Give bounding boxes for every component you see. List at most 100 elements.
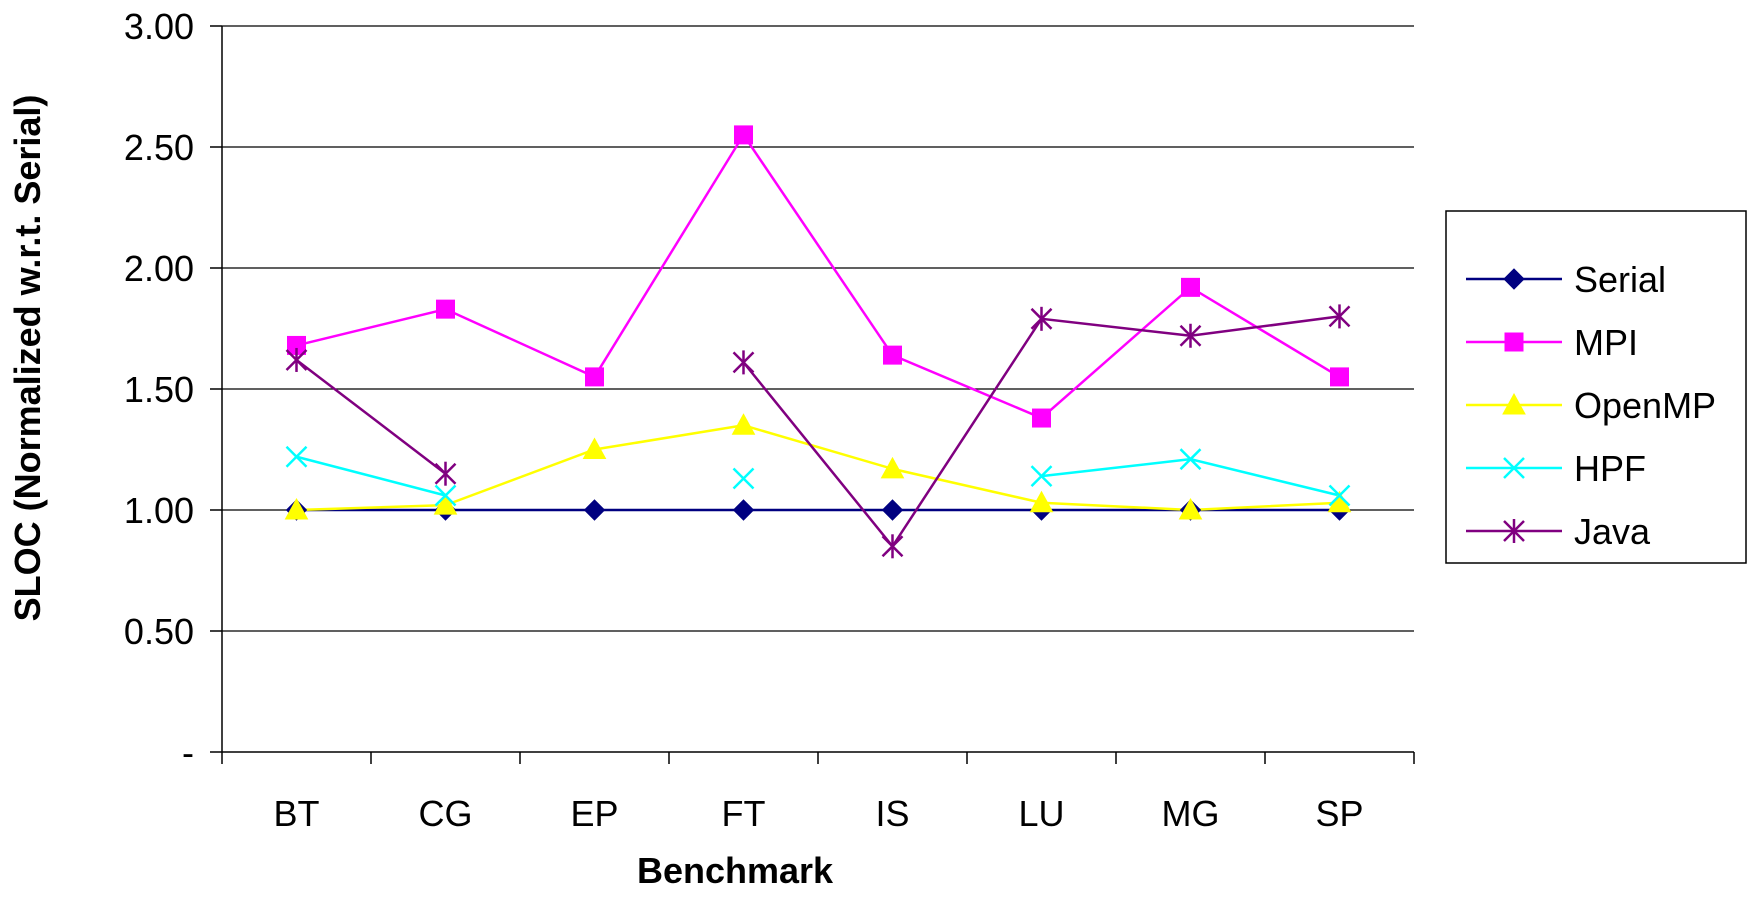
series-markers (284, 125, 1352, 559)
x-marker-stroke (1328, 484, 1351, 507)
openmp-point (284, 497, 309, 520)
mpi-point (1330, 367, 1349, 387)
x-marker-stroke (434, 484, 457, 507)
hpf-point (285, 445, 308, 468)
triangle-marker (1029, 490, 1054, 513)
mpi-series-line (296, 132, 1341, 420)
openmp-series-line (296, 424, 1340, 512)
hpf-point (1328, 484, 1351, 507)
legend-marker (1503, 519, 1525, 543)
diamond-marker (583, 499, 606, 521)
hpf-point (434, 484, 457, 507)
x-tick-label: CG (419, 793, 473, 834)
triangle-marker (433, 493, 458, 515)
square-marker (585, 367, 604, 387)
square-marker (1504, 332, 1524, 352)
java-point (1030, 306, 1053, 331)
x-marker-stroke (1030, 465, 1053, 488)
plot-area-border (210, 25, 1415, 764)
diamond-marker (732, 499, 755, 521)
y-tick-label: 1.00 (124, 490, 194, 531)
y-tick-label: 2.00 (124, 248, 194, 289)
serial-point (732, 499, 755, 521)
openmp-point (880, 456, 905, 479)
square-marker (734, 125, 753, 145)
square-marker (1330, 367, 1349, 387)
x-tick-label: MG (1162, 793, 1220, 834)
legend-item-openmp: OpenMP (1466, 385, 1716, 426)
legend-label: Java (1574, 511, 1651, 552)
hpf-point (1179, 448, 1202, 471)
y-tick-label: 1.50 (124, 369, 194, 410)
y-axis-title: SLOC (Normalized w.r.t. Serial) (7, 95, 48, 622)
openmp-point (582, 437, 607, 459)
square-marker (1181, 277, 1200, 297)
triangle-marker (582, 437, 607, 459)
serial-point (881, 499, 904, 521)
openmp-point (1178, 497, 1203, 520)
legend-label: Serial (1574, 259, 1666, 300)
y-tick-label: 0.50 (124, 611, 194, 652)
java-point (1328, 304, 1351, 329)
y-tick-labels: - 0.50 1.00 1.50 2.00 2.50 3.00 (124, 6, 194, 773)
java-series-line (295, 358, 447, 475)
serial-point (583, 499, 606, 521)
legend-item-mpi: MPI (1466, 322, 1638, 363)
mpi-point (1181, 277, 1200, 297)
diamond-marker (1503, 268, 1525, 290)
triangle-marker (880, 456, 905, 479)
x-marker-stroke (732, 467, 755, 490)
x-tick-label: FT (722, 793, 766, 834)
diamond-marker (881, 499, 904, 521)
triangle-marker (731, 413, 756, 435)
square-marker (1032, 408, 1051, 428)
java-point (881, 534, 904, 559)
legend-label: MPI (1574, 322, 1638, 363)
x-tick-label: EP (570, 793, 618, 834)
legend-item-serial: Serial (1466, 259, 1666, 300)
x-axis-title: Benchmark (637, 850, 834, 891)
mpi-point (436, 299, 455, 319)
y-tick-label: 3.00 (124, 6, 194, 47)
y-tick-label: 2.50 (124, 127, 194, 168)
x-marker-stroke (285, 445, 308, 468)
openmp-point (433, 493, 458, 515)
mpi-point (883, 345, 902, 365)
hpf-point (1030, 465, 1053, 488)
legend-label: HPF (1574, 448, 1646, 489)
triangle-marker (284, 497, 309, 520)
legend-item-hpf: HPF (1466, 448, 1646, 489)
legend: Serial MPI OpenMP HPF Java (1445, 210, 1747, 564)
x-tick-label: SP (1315, 793, 1363, 834)
gridlines (222, 25, 1414, 632)
openmp-point (1029, 490, 1054, 513)
square-marker (436, 299, 455, 319)
hpf-series-line (296, 455, 446, 497)
openmp-point (731, 413, 756, 435)
series-lines (295, 132, 1341, 549)
legend-box (1445, 210, 1747, 564)
legend-marker (1503, 268, 1525, 290)
triangle-marker (1502, 392, 1526, 415)
hpf-point (732, 467, 755, 490)
x-tick-label: BT (273, 793, 319, 834)
java-point (434, 461, 457, 486)
legend-item-java: Java (1466, 511, 1651, 552)
x-marker-stroke (1179, 448, 1202, 471)
java-point (285, 347, 308, 372)
x-tick-label: IS (875, 793, 909, 834)
legend-label: OpenMP (1574, 385, 1716, 426)
mpi-point (734, 125, 753, 145)
hpf-series-line (1041, 457, 1340, 497)
x-tick-labels: BT CG EP FT IS LU MG SP (273, 793, 1363, 834)
x-marker-stroke (1503, 457, 1525, 479)
triangle-marker (1178, 497, 1203, 520)
legend-marker (1504, 332, 1524, 352)
java-point (1179, 323, 1202, 348)
legend-marker (1502, 392, 1526, 415)
square-marker (883, 345, 902, 365)
x-tick-label: LU (1018, 793, 1064, 834)
legend-marker (1503, 457, 1525, 479)
mpi-point (1032, 408, 1051, 428)
